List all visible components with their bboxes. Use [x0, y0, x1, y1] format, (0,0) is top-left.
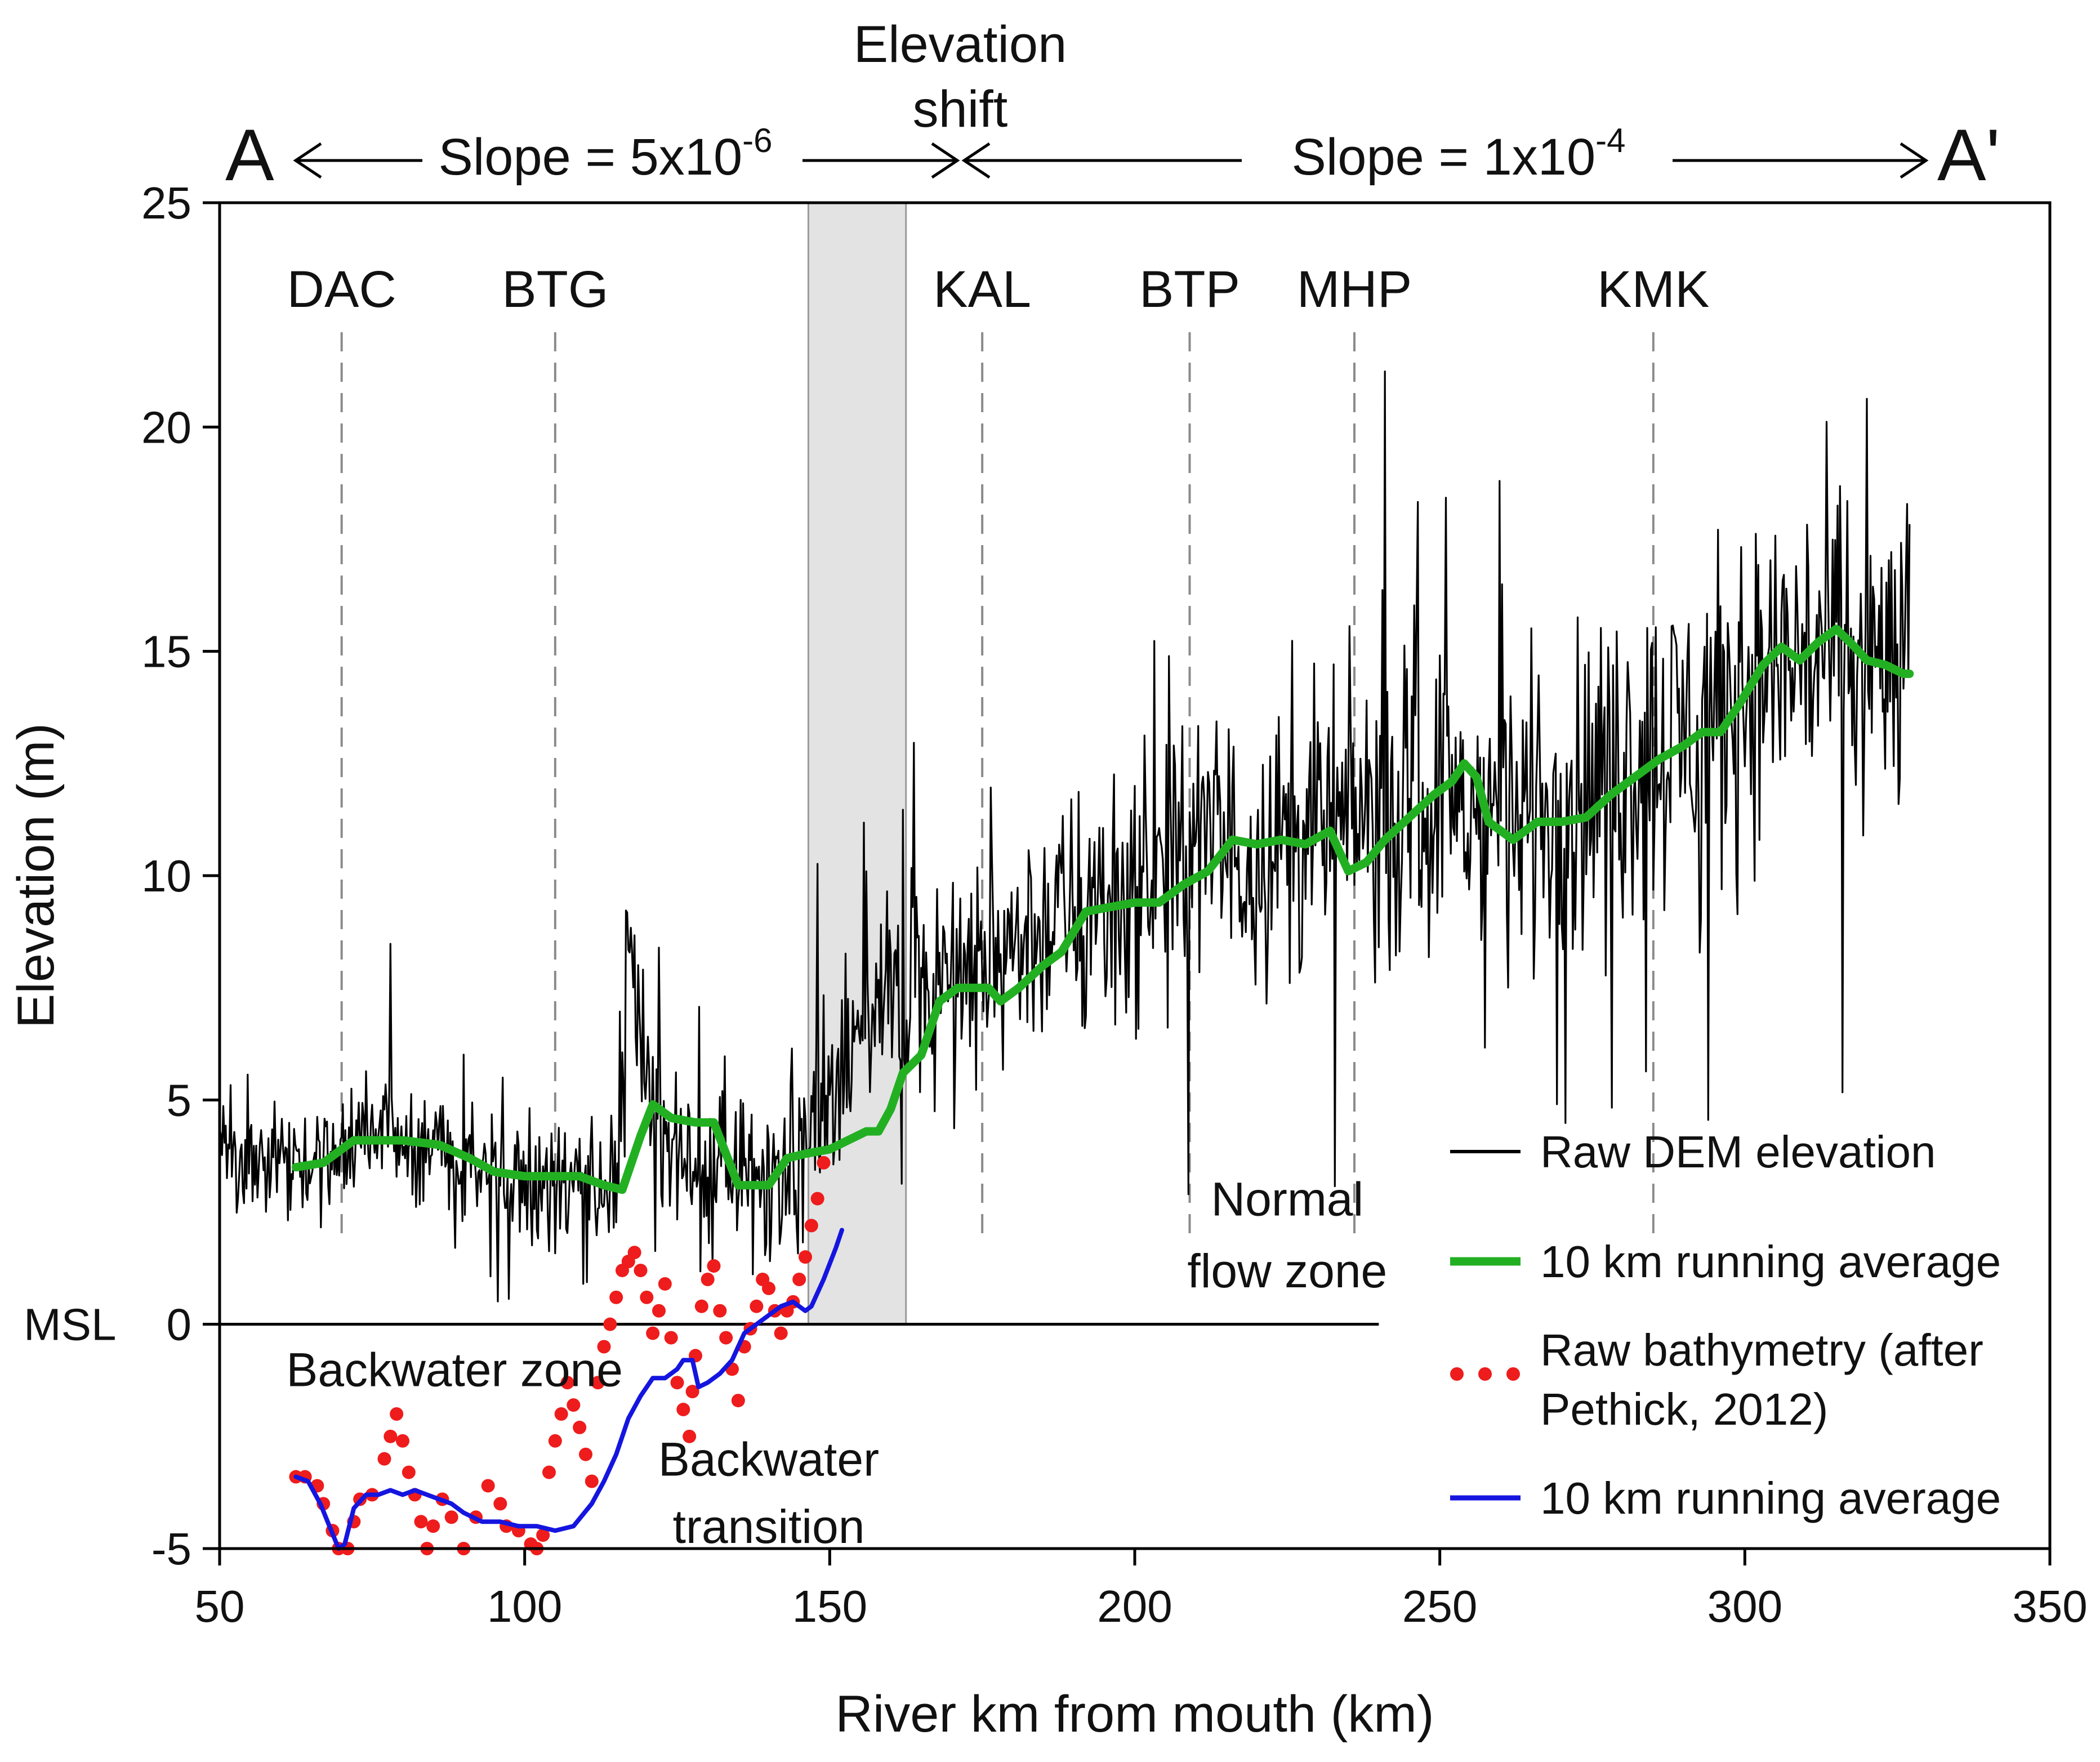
bathymetry-point	[695, 1300, 708, 1313]
station-label-dac: DAC	[287, 261, 396, 318]
bathymetry-point	[646, 1327, 659, 1340]
legend-label: 10 km running average	[1540, 1473, 2001, 1523]
y-tick-label: 10	[141, 851, 191, 901]
station-label-kal: KAL	[933, 261, 1031, 318]
bathymetry-point	[396, 1434, 409, 1448]
bathymetry-point	[676, 1403, 690, 1416]
station-markers-layer: DAC BTG KAL BTP MHP KMK	[287, 261, 1710, 1239]
bathymetry-point	[609, 1291, 623, 1304]
legend-label: Raw bathymetry (after	[1540, 1325, 1983, 1375]
section-start-label: A	[225, 114, 274, 196]
bathymetry-point	[390, 1407, 403, 1421]
bathymetry-point	[799, 1250, 812, 1264]
bathymetry-point	[603, 1318, 617, 1331]
station-label-mhp: MHP	[1297, 261, 1412, 318]
y-tick-label: -5	[151, 1524, 191, 1574]
y-tick-label: 0	[167, 1300, 192, 1350]
bathymetry-point	[634, 1264, 648, 1277]
bathymetry-point	[414, 1515, 428, 1528]
legend-label-line2: Pethick, 2012)	[1540, 1384, 1828, 1434]
bathymetry-point	[493, 1497, 507, 1510]
bathymetry-point	[719, 1331, 733, 1345]
zone-label: Backwater	[658, 1433, 879, 1486]
elevation-profile-chart: DAC BTG KAL BTP MHP KMK 50 100 150 200 250 300 350-…	[0, 0, 2100, 1762]
bathymetry-point	[567, 1398, 580, 1412]
station-label-btg: BTG	[502, 261, 608, 318]
bathymetry-point	[579, 1448, 592, 1461]
zone-label: Normal	[1211, 1173, 1363, 1226]
y-tick-label: 15	[141, 627, 191, 677]
bathymetry-point	[665, 1331, 678, 1345]
bathymetry-point	[378, 1452, 391, 1466]
x-tick-label: 300	[1707, 1581, 1782, 1631]
y-tick-label: 5	[167, 1075, 192, 1125]
bathymetry-point	[732, 1394, 745, 1407]
bathymetry-point	[762, 1282, 775, 1295]
x-tick-label: 250	[1402, 1581, 1477, 1631]
bathymetry-point	[585, 1475, 599, 1488]
x-tick-label: 350	[2012, 1581, 2087, 1631]
bathymetry-point	[549, 1434, 562, 1448]
bathymetry-point	[774, 1327, 788, 1340]
slope-right-label: Slope = 1x10-4	[1291, 122, 1625, 186]
y-tick-label: 20	[141, 402, 191, 452]
bathymetry-point	[555, 1407, 568, 1421]
bathymetry-point	[573, 1421, 586, 1434]
elevation-shift-subtitle: shift	[913, 81, 1008, 138]
legend-swatch-dot	[1450, 1367, 1464, 1381]
legend-swatch-dot	[1478, 1367, 1492, 1381]
x-tick-label: 200	[1097, 1581, 1172, 1631]
bathymetry-point	[640, 1291, 653, 1304]
bathymetry-point	[384, 1430, 397, 1443]
bathymetry-point	[542, 1466, 556, 1479]
zone-label: transition	[673, 1500, 865, 1553]
dem-running-average-layer	[296, 629, 1909, 1190]
dem-running-average-series	[296, 629, 1909, 1190]
elevation-shift-title: Elevation	[854, 16, 1067, 73]
station-label-btp: BTP	[1139, 261, 1240, 318]
section-end-label: A'	[1937, 114, 2000, 196]
msl-label: MSL	[24, 1300, 117, 1350]
x-tick-label: 150	[792, 1581, 867, 1631]
header-annotations-layer: A A' Elevation shift Slope = 5x10-6 Slope = 1…	[225, 16, 2000, 196]
slope-left-label: Slope = 5x10-6	[438, 122, 772, 186]
bathymetry-point	[713, 1304, 726, 1318]
legend-label: 10 km running average	[1540, 1237, 2001, 1287]
bathymetry-point	[402, 1466, 416, 1479]
y-axis-title: Elevation (m)	[7, 723, 65, 1028]
bathymetry-point	[805, 1219, 818, 1232]
x-axis-title: River km from mouth (km)	[835, 1685, 1434, 1743]
legend-swatch-dot	[1506, 1367, 1520, 1381]
bathymetry-point	[817, 1156, 831, 1170]
x-tick-label: 100	[487, 1581, 562, 1631]
bathymetry-point	[426, 1519, 440, 1533]
bathymetry-point	[792, 1273, 806, 1286]
bathymetry-point	[811, 1192, 824, 1206]
station-label-kmk: KMK	[1597, 261, 1709, 318]
bathymetry-point	[481, 1479, 495, 1492]
y-tick-label: 25	[141, 178, 191, 228]
bathymetry-point	[671, 1376, 684, 1389]
bathymetry-point	[658, 1277, 672, 1291]
legend: Raw DEM elevation 10 km running average Ra…	[1450, 1127, 2001, 1523]
zone-label: Backwater zone	[286, 1343, 623, 1396]
bathymetry-point	[652, 1304, 666, 1318]
x-tick-label: 50	[195, 1581, 245, 1631]
bathymetry-point	[701, 1273, 715, 1286]
zone-label: flow zone	[1187, 1244, 1387, 1297]
bathymetry-point	[628, 1246, 641, 1259]
bathymetry-point	[707, 1259, 721, 1273]
bathymetry-point	[445, 1510, 458, 1524]
legend-label: Raw DEM elevation	[1540, 1127, 1936, 1177]
bathymetry-point	[750, 1300, 763, 1313]
